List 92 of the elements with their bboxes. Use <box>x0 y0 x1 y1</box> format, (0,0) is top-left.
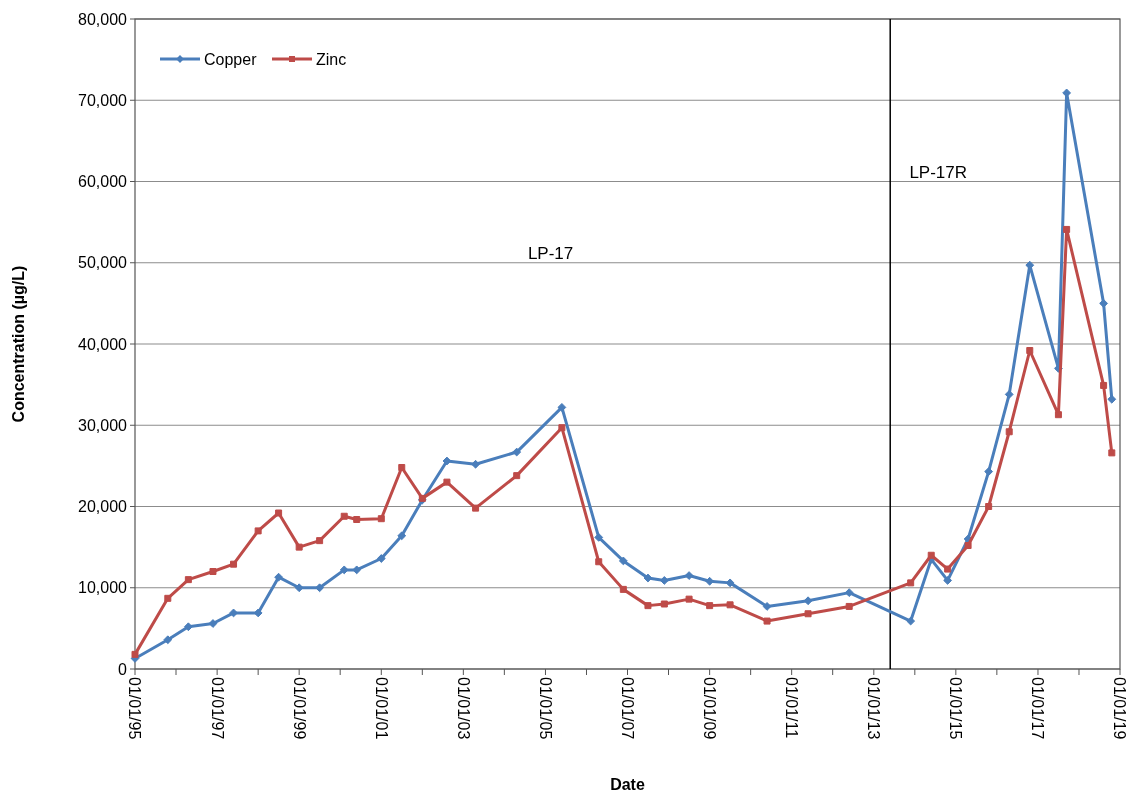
point <box>376 554 386 563</box>
point <box>726 601 734 609</box>
point <box>907 579 915 587</box>
point <box>804 610 812 618</box>
point <box>339 565 349 575</box>
x-tick-label: 01/01/97 <box>208 677 226 740</box>
point <box>685 595 693 603</box>
y-tick-label: 60,000 <box>78 173 128 191</box>
annotation: LP-17R <box>909 162 968 182</box>
point <box>943 576 953 585</box>
y-tick-label: 10,000 <box>78 579 128 597</box>
point <box>845 602 853 610</box>
point <box>927 551 935 559</box>
point <box>1063 225 1071 233</box>
point <box>1100 381 1108 389</box>
point <box>984 467 994 476</box>
point <box>1005 428 1013 436</box>
y-tick-label: 80,000 <box>78 10 128 28</box>
legend-label: Copper <box>204 50 258 68</box>
point <box>557 402 567 412</box>
x-tick-label: 01/01/11 <box>783 677 801 739</box>
x-tick-label: 01/01/09 <box>701 677 719 740</box>
point <box>985 503 993 510</box>
point <box>660 600 668 608</box>
point <box>964 542 972 549</box>
point <box>803 596 813 606</box>
point <box>352 565 362 575</box>
point <box>644 602 652 610</box>
y-tick-label: 50,000 <box>78 254 128 272</box>
point <box>398 464 406 471</box>
point <box>183 622 193 632</box>
point <box>295 543 303 551</box>
point <box>471 459 480 469</box>
x-tick-label: 01/01/95 <box>126 677 144 740</box>
point <box>1004 389 1014 399</box>
point <box>684 571 694 580</box>
point <box>513 472 521 480</box>
point <box>944 565 952 573</box>
point <box>618 556 628 566</box>
x-axis-title: Date <box>610 776 645 793</box>
point <box>230 560 238 568</box>
y-tick-label: 40,000 <box>78 335 128 353</box>
legend-label: Zinc <box>316 50 347 68</box>
point <box>274 572 283 582</box>
x-tick-label: 01/01/01 <box>372 677 390 740</box>
y-tick-label: 0 <box>118 660 128 678</box>
point <box>844 588 854 598</box>
point <box>184 576 192 584</box>
point <box>254 527 262 535</box>
point <box>763 617 771 625</box>
point <box>512 447 522 457</box>
point <box>594 532 604 542</box>
point <box>315 583 325 593</box>
point <box>1108 449 1116 457</box>
point <box>558 424 566 432</box>
point <box>229 608 238 618</box>
point <box>705 576 715 586</box>
x-tick-label: 01/01/05 <box>536 677 554 740</box>
x-tick-label: 01/01/03 <box>454 677 472 740</box>
point <box>275 509 283 517</box>
point <box>1099 298 1108 308</box>
point <box>397 531 407 541</box>
y-tick-label: 30,000 <box>78 416 128 434</box>
x-tick-label: 01/01/99 <box>290 677 308 740</box>
point <box>472 504 480 512</box>
point <box>595 558 603 566</box>
point <box>377 515 385 523</box>
point <box>1026 347 1034 354</box>
point <box>340 512 348 520</box>
point <box>163 635 173 645</box>
y-axis-title: Concentration (µg/L) <box>10 265 27 423</box>
point <box>906 616 916 626</box>
point <box>131 650 139 658</box>
point <box>208 619 218 628</box>
x-tick-label: 01/01/17 <box>1029 677 1047 740</box>
point <box>164 594 172 602</box>
point <box>762 602 772 611</box>
point <box>353 516 361 523</box>
x-tick-label: 01/01/07 <box>618 677 636 740</box>
point <box>619 585 627 593</box>
point <box>1054 411 1062 419</box>
point <box>209 568 217 575</box>
point <box>316 537 324 545</box>
x-tick-label: 01/01/19 <box>1111 677 1129 740</box>
x-tick-label: 01/01/13 <box>865 677 883 740</box>
y-tick-label: 20,000 <box>78 498 128 516</box>
point <box>294 583 304 593</box>
y-tick-label: 70,000 <box>78 91 128 109</box>
point <box>443 478 451 486</box>
point <box>706 602 714 610</box>
annotation: LP-17 <box>527 243 574 263</box>
x-tick-label: 01/01/15 <box>947 677 965 740</box>
